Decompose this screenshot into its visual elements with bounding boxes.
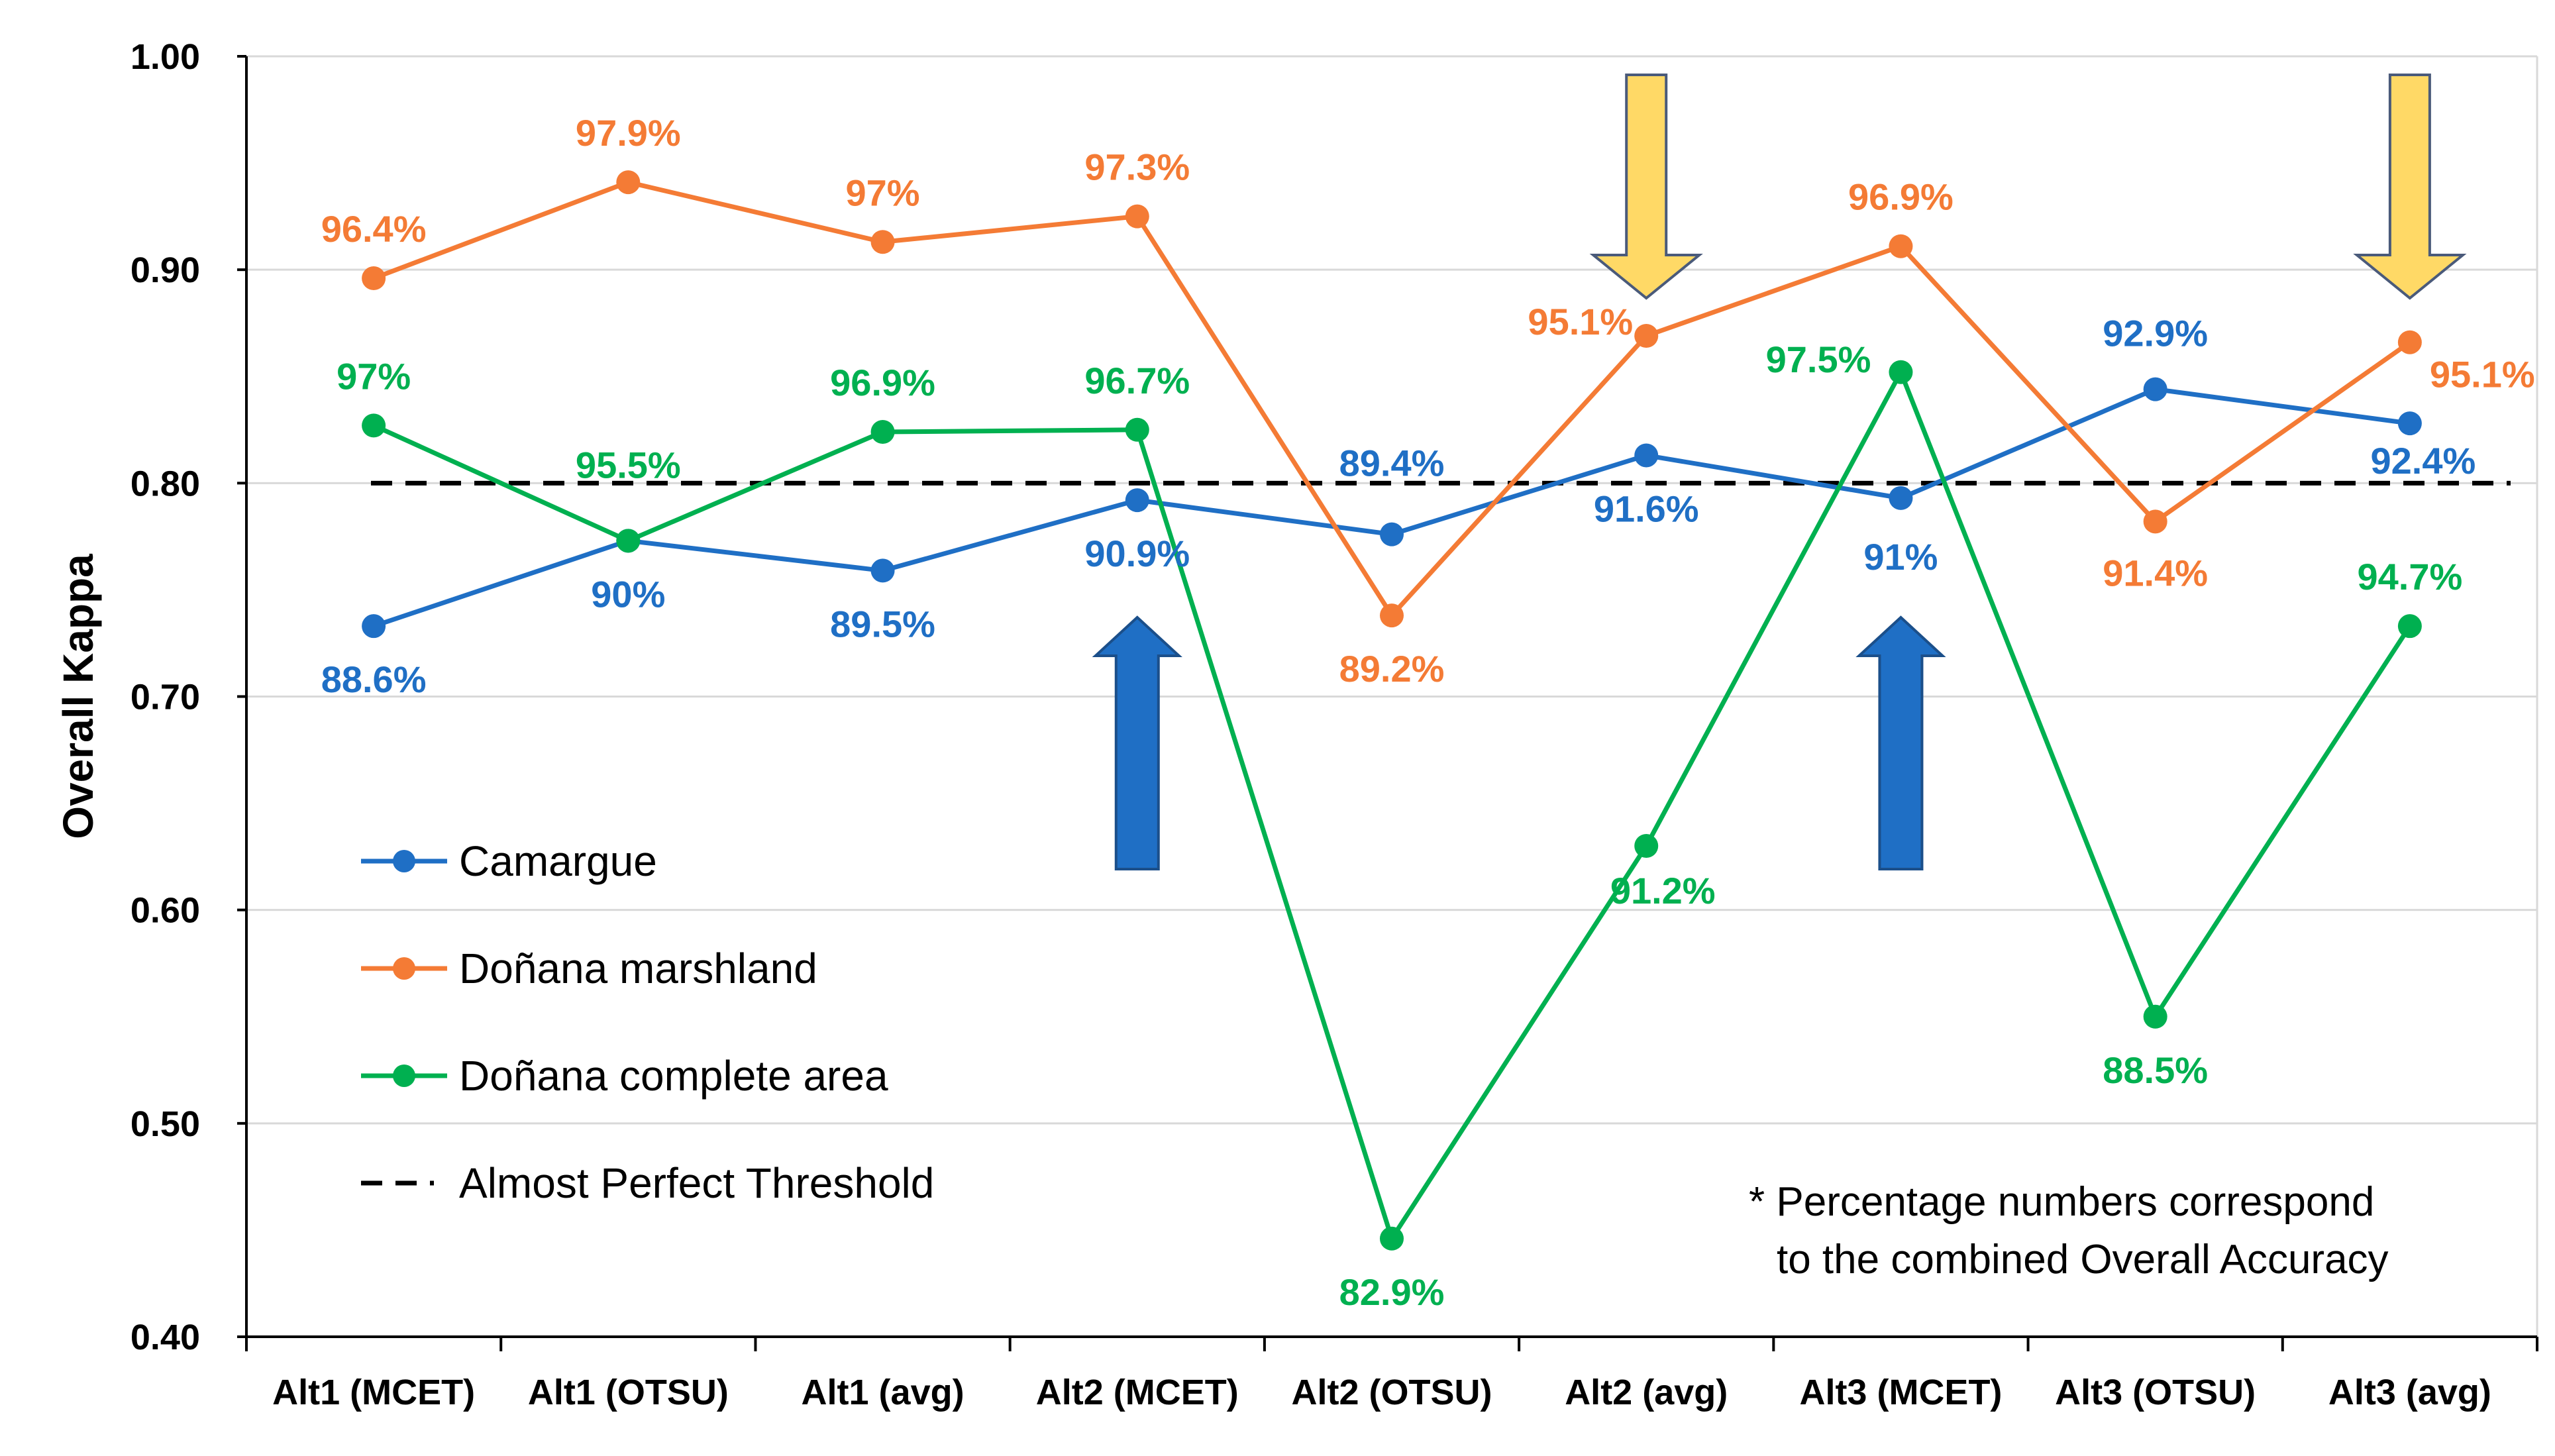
series-point-2 — [870, 420, 895, 444]
series-point-2 — [1889, 360, 1913, 384]
legend-label: Doñana marshland — [459, 945, 817, 992]
legend-label: Almost Perfect Threshold — [459, 1159, 934, 1207]
data-label: 97.9% — [576, 112, 681, 154]
data-label: 89.2% — [1339, 648, 1445, 690]
x-tick-label: Alt1 (OTSU) — [528, 1373, 729, 1412]
series-point-0 — [362, 614, 386, 639]
data-label: 95.1% — [2430, 354, 2535, 395]
data-label: 96.4% — [321, 208, 427, 250]
data-label: 97.5% — [1766, 338, 1871, 380]
arrow-down-alt3-avg- — [2353, 74, 2467, 300]
series-point-2 — [1634, 834, 1659, 858]
series-point-1 — [2143, 509, 2167, 534]
data-label: 90.9% — [1084, 533, 1190, 574]
y-tick-label: 0.50 — [130, 1104, 200, 1144]
y-tick-label: 0.90 — [130, 250, 200, 290]
series-point-0 — [2143, 377, 2167, 401]
footnote-line-1: * Percentage numbers correspond — [1749, 1179, 2374, 1225]
data-label: 82.9% — [1339, 1271, 1445, 1313]
y-tick-label: 0.70 — [130, 678, 200, 717]
data-label: 95.1% — [1528, 301, 1633, 342]
data-label: 94.7% — [2357, 556, 2462, 598]
x-tick-label: Alt3 (avg) — [2328, 1373, 2491, 1412]
data-label: 97% — [846, 172, 920, 213]
series-line-2 — [372, 370, 2412, 1241]
series-point-0 — [2397, 411, 2422, 436]
data-label: 91.2% — [1610, 870, 1716, 911]
x-tick-label: Alt1 (MCET) — [272, 1373, 475, 1412]
series-point-0 — [870, 558, 895, 583]
x-tick-label: Alt3 (OTSU) — [2055, 1373, 2256, 1412]
series-point-2 — [616, 529, 641, 553]
data-label: 90% — [591, 573, 665, 615]
series-point-2 — [2143, 1004, 2167, 1029]
series-point-2 — [1125, 417, 1149, 442]
x-tick-label: Alt3 (MCET) — [1799, 1373, 2002, 1412]
data-label: 88.6% — [321, 658, 427, 700]
series-point-1 — [616, 170, 641, 195]
data-label: 97.3% — [1084, 146, 1190, 188]
data-label: 96.9% — [1848, 176, 1954, 218]
data-label: 96.9% — [830, 362, 935, 403]
footnote-line-2: to the combined Overall Accuracy — [1777, 1237, 2389, 1282]
data-label: 91.4% — [2103, 552, 2208, 594]
series-point-1 — [1380, 603, 1404, 628]
series-point-1 — [2397, 330, 2422, 354]
series-point-1 — [362, 266, 386, 291]
arrow-down-alt2-avg- — [1589, 74, 1703, 300]
series-point-0 — [1125, 488, 1149, 513]
data-label: 97% — [337, 355, 411, 397]
series-point-1 — [870, 230, 895, 254]
x-tick-label: Alt2 (OTSU) — [1292, 1373, 1492, 1412]
series-point-0 — [1889, 486, 1913, 510]
data-label: 91.6% — [1594, 488, 1699, 529]
series-point-1 — [1125, 204, 1149, 229]
y-tick-label: 0.80 — [130, 464, 200, 503]
series-point-0 — [1380, 522, 1404, 546]
legend-label: Camargue — [459, 837, 657, 885]
x-tick-label: Alt2 (MCET) — [1036, 1373, 1239, 1412]
x-tick-label: Alt1 (avg) — [802, 1373, 965, 1412]
legend-swatch-marker — [393, 957, 415, 980]
legend-swatch-marker — [393, 850, 415, 872]
series-point-1 — [1634, 324, 1659, 348]
data-label: 95.5% — [576, 444, 681, 486]
arrow-up-alt2-mcet- — [1092, 615, 1182, 870]
y-tick-label: 0.40 — [130, 1318, 200, 1357]
data-label: 89.4% — [1339, 442, 1445, 484]
series-point-2 — [2397, 614, 2422, 639]
data-label: 96.7% — [1084, 360, 1190, 401]
y-tick-label: 0.60 — [130, 891, 200, 931]
data-label: 92.4% — [2370, 440, 2476, 482]
legend-swatch-marker — [393, 1065, 415, 1087]
legend-label: Doñana complete area — [459, 1052, 888, 1100]
x-tick-label: Alt2 (avg) — [1565, 1373, 1728, 1412]
series-point-1 — [1889, 234, 1913, 258]
series-point-2 — [362, 413, 386, 438]
data-label: 88.5% — [2103, 1049, 2208, 1091]
series-line-1 — [372, 180, 2411, 618]
y-tick-label: 1.00 — [130, 37, 200, 77]
data-label: 91% — [1863, 536, 1938, 578]
data-label: 92.9% — [2103, 313, 2208, 354]
series-point-0 — [1634, 443, 1659, 468]
y-axis-title: Overall Kappa — [54, 554, 102, 839]
arrow-up-alt3-mcet- — [1855, 615, 1946, 870]
data-label: 89.5% — [830, 603, 935, 645]
series-point-2 — [1380, 1226, 1404, 1251]
